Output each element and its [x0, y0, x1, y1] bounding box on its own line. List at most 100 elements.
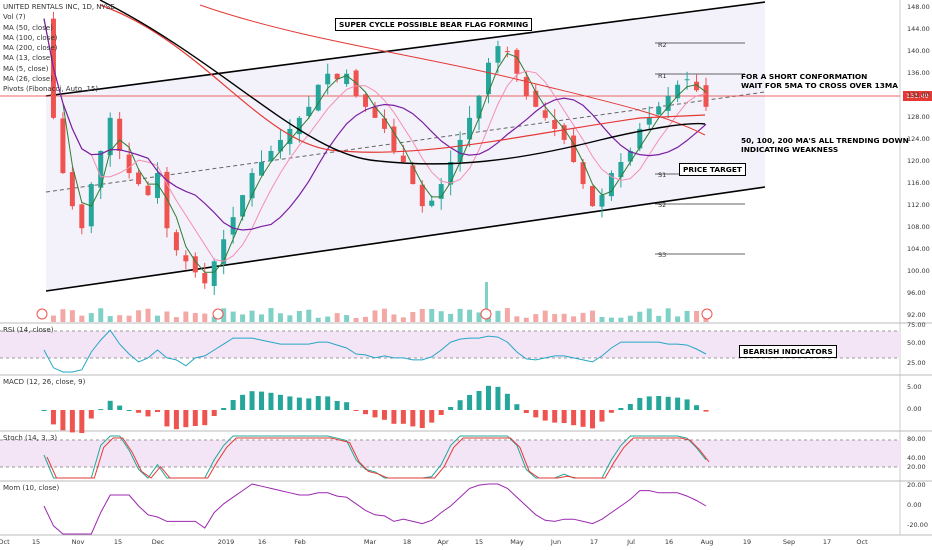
x-tick: Jul	[627, 538, 635, 546]
x-tick: Apr	[437, 538, 449, 546]
x-tick: Dec	[151, 538, 165, 546]
volume-bar	[136, 310, 142, 322]
x-tick: Nov	[71, 538, 85, 546]
macd-bar	[608, 410, 614, 413]
volume-bar	[637, 311, 643, 322]
pivot-r1: R1	[658, 72, 667, 80]
ma100-line	[199, 4, 706, 136]
volume-bar	[608, 317, 614, 322]
pivot-r2: R2	[658, 41, 667, 49]
x-tick: 16	[257, 538, 267, 546]
candle-body	[580, 162, 586, 185]
candle-body	[268, 150, 274, 162]
macd-bar	[145, 410, 151, 417]
candle-body	[381, 118, 387, 129]
x-tick: Oct	[0, 538, 10, 546]
mom-tick: 0.00	[907, 501, 922, 509]
x-tick: Oct	[856, 538, 868, 546]
y-tick: 108.00	[907, 223, 930, 232]
x-tick: 2019	[217, 538, 235, 546]
x-tick: May	[510, 538, 524, 546]
candle-body	[240, 195, 246, 217]
indicator-pivots: Pivots (Fibonacci, Auto, 15)	[3, 85, 99, 94]
volume-bar	[249, 310, 255, 322]
x-tick: Jun	[550, 538, 562, 546]
macd-bar	[325, 396, 331, 410]
macd-bar	[173, 410, 179, 430]
macd-bar	[410, 410, 416, 427]
macd-bar	[703, 410, 709, 412]
candle-body	[211, 261, 217, 286]
volume-bar	[107, 316, 113, 322]
candle-body	[542, 110, 548, 118]
volume-bar	[400, 317, 406, 322]
mom-line	[43, 483, 707, 535]
x-tick: 16	[664, 538, 674, 546]
volume-bar	[429, 309, 435, 322]
macd-bar	[154, 410, 160, 412]
macd-label: MACD (12, 26, close, 9)	[3, 378, 86, 386]
volume-bar	[372, 310, 378, 322]
volume-bar	[457, 308, 463, 322]
indicator-ma100: MA (100, close)	[3, 33, 58, 42]
y-tick: 148.00	[907, 2, 930, 11]
ma50-line	[99, 4, 706, 153]
macd-bar	[665, 396, 671, 410]
macd-bar	[372, 410, 378, 418]
candle-body	[183, 255, 189, 262]
macd-bar	[523, 410, 529, 413]
candle-body	[485, 62, 491, 95]
rsi-tick: 25.00	[907, 359, 926, 367]
candle-body	[514, 49, 520, 74]
volume-bar	[599, 316, 605, 322]
macd-bar	[381, 410, 387, 420]
volume-bar	[656, 315, 662, 322]
volume-bar	[533, 314, 539, 322]
volume-bar	[381, 308, 387, 322]
candle-body	[363, 94, 369, 107]
stoch-label: Stoch (14, 3, 3)	[3, 434, 58, 442]
volume-bar	[296, 311, 302, 322]
macd-bar	[514, 404, 520, 410]
volume-bar	[495, 310, 501, 322]
macd-bar	[542, 410, 548, 421]
stoch-tick: 80.00	[907, 435, 926, 443]
macd-bar	[552, 410, 558, 423]
annotation-ma-2: INDICATING WEAKNESS	[741, 145, 839, 154]
macd-bar	[69, 410, 75, 433]
candle-body	[590, 185, 596, 207]
candle-body	[344, 73, 350, 85]
x-tick: 17	[822, 538, 832, 546]
indicator-ma50: MA (50, close)	[3, 23, 53, 32]
volume-bar	[287, 315, 293, 322]
volume-bar	[69, 310, 75, 322]
candle-body	[79, 204, 85, 229]
candle-body	[306, 106, 312, 117]
ma26-line	[43, 18, 707, 231]
macd-bar	[60, 410, 66, 431]
volume-bar	[646, 308, 652, 322]
macd-bar	[485, 385, 491, 410]
macd-bar	[580, 410, 586, 427]
candle-body	[69, 172, 75, 207]
candle-body	[656, 106, 662, 115]
macd-bar	[306, 398, 312, 410]
candle-body	[438, 184, 444, 199]
volume-bar	[173, 317, 179, 322]
candle-body	[694, 81, 700, 91]
macd-bar	[438, 410, 444, 415]
macd-bar	[599, 410, 605, 422]
x-tick: Aug	[700, 538, 714, 546]
mom-tick: 20.00	[907, 481, 926, 489]
volume-spike	[485, 282, 488, 322]
macd-bar	[344, 402, 350, 410]
stoch-tick: 20.00	[907, 463, 926, 471]
macd-bar	[627, 404, 633, 410]
volume-bar	[183, 311, 189, 322]
annotation-confirm-2: WAIT FOR 5MA TO CROSS OVER 13MA	[741, 81, 898, 90]
y-tick: 140.00	[907, 46, 930, 55]
macd-bar	[618, 408, 624, 410]
volume-bar	[448, 313, 454, 322]
macd-bar	[107, 400, 113, 410]
x-tick: 19	[742, 538, 752, 546]
